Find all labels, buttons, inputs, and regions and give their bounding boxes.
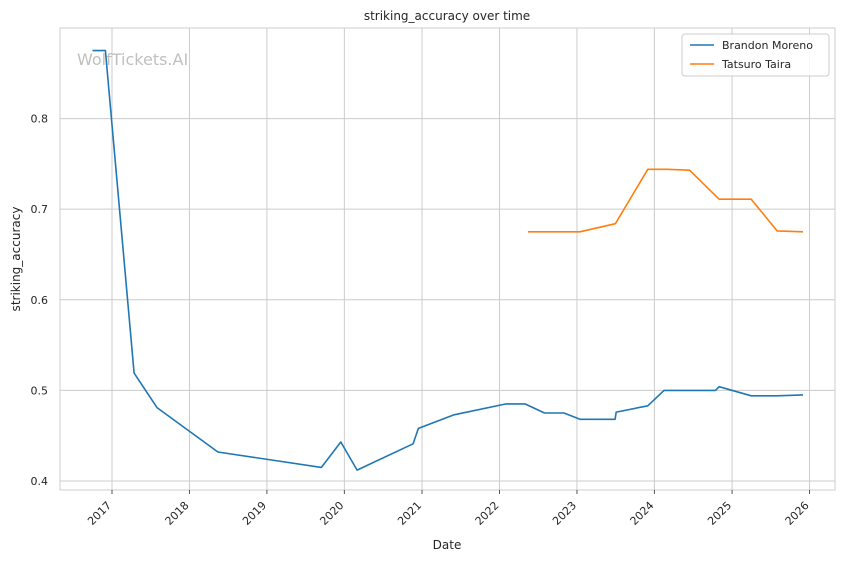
series-lines xyxy=(92,49,804,471)
series-line-tatsuro-taira xyxy=(527,168,804,233)
legend: Brandon Moreno Tatsuro Taira xyxy=(681,33,830,77)
chart-title: striking_accuracy over time xyxy=(364,9,530,23)
legend-label-brandon-moreno: Brandon Moreno xyxy=(722,39,813,52)
y-tick-label: 0.6 xyxy=(31,294,49,307)
legend-label-tatsuro-taira: Tatsuro Taira xyxy=(721,58,791,71)
grid-lines xyxy=(60,28,835,490)
series-line-brandon-moreno xyxy=(92,49,804,471)
plot-area-frame xyxy=(59,27,836,491)
y-tick-label: 0.5 xyxy=(31,384,49,397)
y-axis-label: striking_accuracy xyxy=(9,207,23,312)
legend-box xyxy=(681,33,830,77)
y-axis-ticks: 0.4 0.5 0.6 0.7 0.8 xyxy=(31,113,49,488)
y-tick-label: 0.4 xyxy=(31,475,49,488)
watermark: WolfTickets.AI xyxy=(77,50,188,69)
y-tick-label: 0.7 xyxy=(31,203,49,216)
x-axis-label: Date xyxy=(433,538,462,552)
y-tick-label: 0.8 xyxy=(31,113,49,126)
